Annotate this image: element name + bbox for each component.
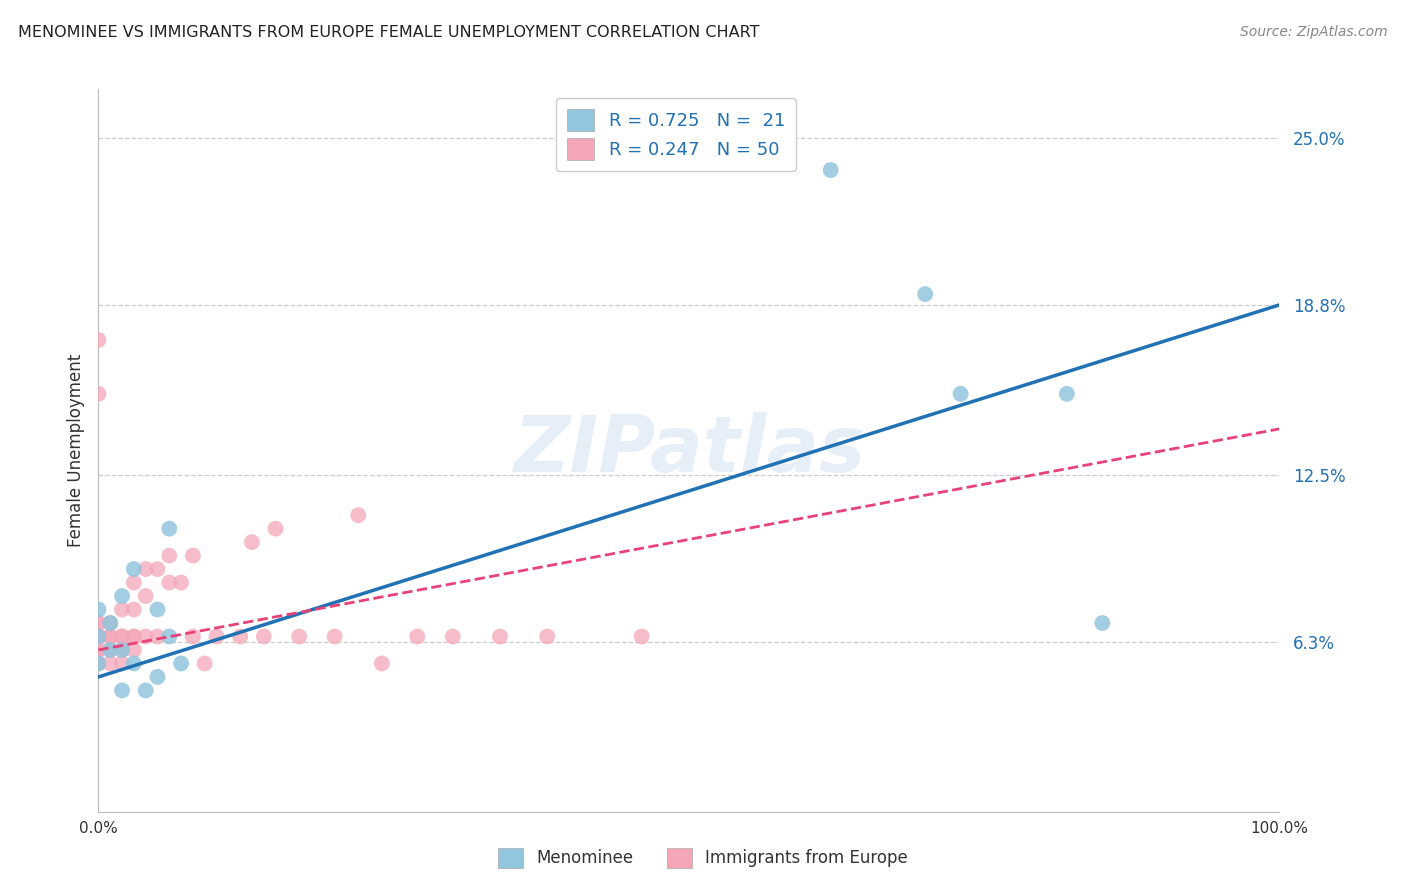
Point [170,575,193,590]
Point [111,643,134,657]
Point [240,535,263,549]
Point [157,575,180,590]
Point [87,630,110,644]
Point [122,657,145,671]
Point [87,602,110,616]
Point [157,549,180,563]
Point [135,683,157,698]
Point [87,615,110,630]
Point [122,630,145,644]
Point [87,657,110,671]
Point [111,630,134,644]
Point [111,589,134,603]
Legend: Menominee, Immigrants from Europe: Menominee, Immigrants from Europe [491,841,915,875]
Point [87,643,110,657]
Point [347,508,370,523]
Point [146,630,169,644]
Point [98,643,121,657]
Point [489,630,512,644]
Point [87,333,110,347]
Point [87,387,110,401]
Y-axis label: Female Unemployment: Female Unemployment [66,354,84,547]
Point [181,630,204,644]
Point [111,683,134,698]
Point [98,643,121,657]
Point [630,630,652,644]
Point [264,522,287,536]
Point [111,602,134,616]
Point [323,630,346,644]
Point [135,630,157,644]
Point [98,615,121,630]
Point [146,562,169,576]
Point [181,549,204,563]
Point [205,630,228,644]
Point [122,602,145,616]
Text: ZIPatlas: ZIPatlas [513,412,865,489]
Point [157,630,180,644]
Point [122,575,145,590]
Point [87,657,110,671]
Point [194,657,217,671]
Point [111,657,134,671]
Point [98,657,121,671]
Point [135,589,157,603]
Point [536,630,558,644]
Point [122,630,145,644]
Point [914,287,936,301]
Point [122,562,145,576]
Point [135,562,157,576]
Point [87,615,110,630]
Legend: R = 0.725   N =  21, R = 0.247   N = 50: R = 0.725 N = 21, R = 0.247 N = 50 [557,98,796,171]
Point [146,670,169,684]
Point [98,630,121,644]
Point [98,615,121,630]
Point [122,643,145,657]
Point [157,522,180,536]
Point [820,163,842,178]
Point [371,657,394,671]
Point [406,630,429,644]
Point [253,630,276,644]
Point [146,602,169,616]
Text: MENOMINEE VS IMMIGRANTS FROM EUROPE FEMALE UNEMPLOYMENT CORRELATION CHART: MENOMINEE VS IMMIGRANTS FROM EUROPE FEMA… [18,25,759,40]
Point [87,643,110,657]
Point [441,630,464,644]
Point [170,657,193,671]
Point [111,643,134,657]
Point [87,630,110,644]
Point [98,630,121,644]
Point [1091,615,1114,630]
Point [288,630,311,644]
Point [949,387,972,401]
Point [229,630,252,644]
Text: Source: ZipAtlas.com: Source: ZipAtlas.com [1240,25,1388,39]
Point [1056,387,1078,401]
Point [87,630,110,644]
Point [111,630,134,644]
Point [87,657,110,671]
